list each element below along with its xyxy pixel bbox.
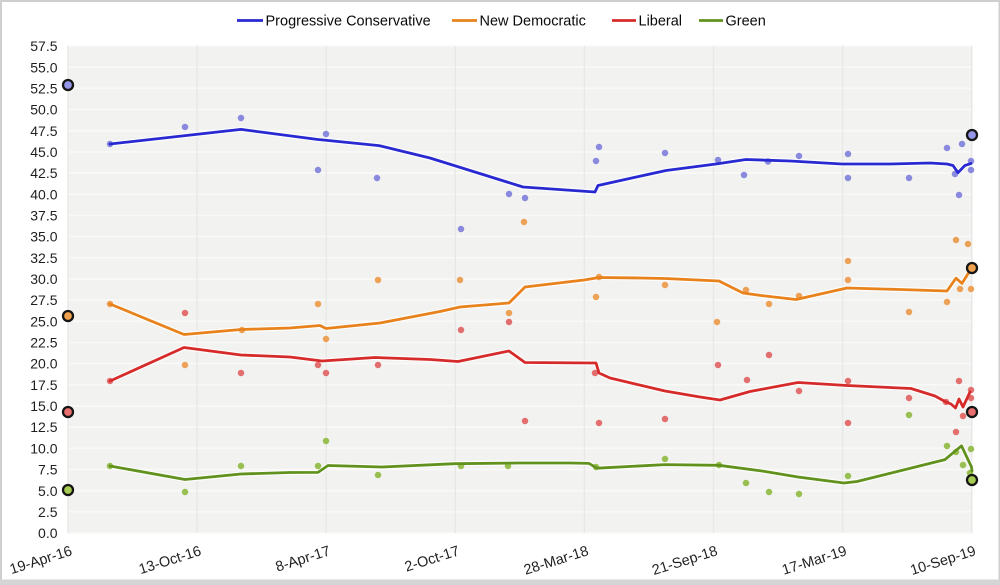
svg-text:17-Mar-19: 17-Mar-19 [780,543,849,578]
svg-text:40.0: 40.0 [30,186,57,202]
svg-text:10-Sep-19: 10-Sep-19 [909,543,978,579]
svg-text:Liberal: Liberal [639,13,683,29]
svg-text:12.5: 12.5 [30,419,57,435]
svg-text:57.5: 57.5 [30,38,57,54]
svg-text:8-Apr-17: 8-Apr-17 [274,543,333,575]
svg-text:27.5: 27.5 [30,292,57,308]
svg-text:7.5: 7.5 [38,462,58,478]
svg-text:37.5: 37.5 [30,208,57,224]
svg-text:28-Mar-18: 28-Mar-18 [522,543,591,578]
svg-text:19-Apr-16: 19-Apr-16 [8,543,74,578]
svg-text:45.0: 45.0 [30,144,57,160]
svg-text:55.0: 55.0 [30,59,57,75]
svg-text:5.0: 5.0 [38,483,58,499]
svg-text:32.5: 32.5 [30,250,57,266]
svg-text:35.0: 35.0 [30,229,57,245]
svg-text:10.0: 10.0 [30,440,57,456]
svg-text:50.0: 50.0 [30,102,57,118]
svg-text:22.5: 22.5 [30,335,57,351]
svg-text:42.5: 42.5 [30,165,57,181]
svg-text:15.0: 15.0 [30,398,57,414]
svg-text:Progressive Conservative: Progressive Conservative [266,13,431,29]
svg-text:52.5: 52.5 [30,80,57,96]
svg-text:New Democratic: New Democratic [480,13,586,29]
svg-text:0.0: 0.0 [38,525,58,541]
svg-text:30.0: 30.0 [30,271,57,287]
svg-text:Green: Green [726,13,766,29]
svg-text:2-Oct-17: 2-Oct-17 [403,543,462,575]
svg-text:21-Sep-18: 21-Sep-18 [650,543,719,579]
svg-text:17.5: 17.5 [30,377,57,393]
svg-text:2.5: 2.5 [38,504,58,520]
svg-text:25.0: 25.0 [30,313,57,329]
svg-text:20.0: 20.0 [30,356,57,372]
svg-text:47.5: 47.5 [30,123,57,139]
svg-text:13-Oct-16: 13-Oct-16 [137,543,203,578]
